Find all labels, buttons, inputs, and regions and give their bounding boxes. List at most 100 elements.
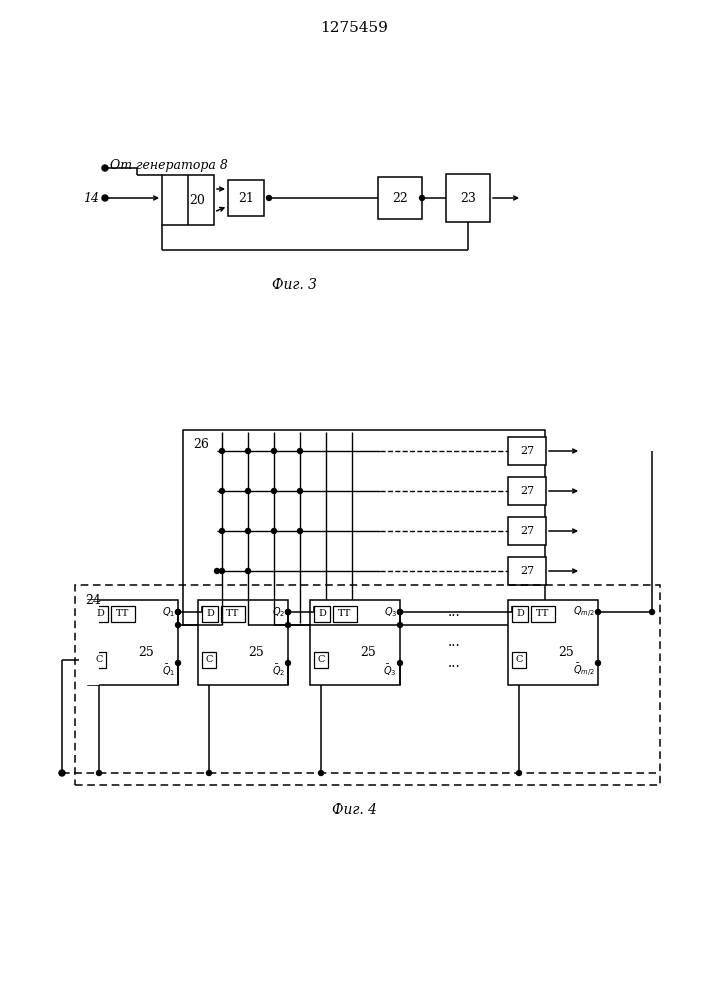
Text: $Q_1$: $Q_1$ — [162, 605, 175, 619]
Circle shape — [175, 609, 180, 614]
Text: 27: 27 — [520, 486, 534, 496]
Text: 25: 25 — [249, 646, 264, 659]
Circle shape — [245, 568, 250, 574]
Circle shape — [96, 770, 102, 776]
Circle shape — [271, 448, 276, 454]
Circle shape — [650, 609, 655, 614]
Bar — [79, 600, 99, 685]
Bar — [228, 180, 264, 216]
Text: ...: ... — [448, 656, 460, 670]
Circle shape — [397, 622, 402, 628]
Text: $\bar{Q}_3$: $\bar{Q}_3$ — [383, 662, 397, 678]
Bar — [508, 477, 546, 505]
Circle shape — [397, 609, 402, 614]
Bar — [162, 175, 214, 225]
Circle shape — [214, 568, 219, 574]
Bar — [92, 652, 106, 668]
Text: 25: 25 — [559, 646, 574, 659]
Text: Фиг. 4: Фиг. 4 — [332, 803, 378, 817]
Circle shape — [397, 609, 402, 614]
Bar — [333, 606, 357, 622]
Text: 20: 20 — [189, 194, 205, 207]
Bar — [508, 600, 598, 685]
Bar — [111, 606, 135, 622]
Circle shape — [286, 609, 291, 614]
Text: $Q_3$: $Q_3$ — [384, 605, 397, 619]
Text: 21: 21 — [238, 192, 254, 205]
Circle shape — [517, 770, 522, 776]
Bar — [314, 652, 328, 668]
Bar — [198, 600, 288, 685]
Bar — [221, 606, 245, 622]
Text: D: D — [206, 609, 214, 618]
Circle shape — [267, 196, 271, 200]
Circle shape — [318, 770, 324, 776]
Text: От генератора 8: От генератора 8 — [110, 159, 228, 172]
Text: 25: 25 — [361, 646, 376, 659]
Bar — [508, 437, 546, 465]
Circle shape — [397, 660, 402, 666]
Bar — [508, 557, 546, 585]
Text: 22: 22 — [392, 192, 408, 205]
Text: C: C — [317, 656, 325, 664]
Text: ...: ... — [448, 635, 460, 649]
Circle shape — [298, 448, 303, 454]
Circle shape — [245, 488, 250, 493]
Text: D: D — [318, 609, 326, 618]
Text: D: D — [96, 609, 104, 618]
Text: 25: 25 — [139, 646, 154, 659]
Text: 27: 27 — [520, 566, 534, 576]
Circle shape — [298, 488, 303, 493]
Text: Фиг. 3: Фиг. 3 — [272, 278, 317, 292]
Text: D: D — [516, 609, 524, 618]
Bar — [378, 177, 422, 219]
Text: ...: ... — [448, 605, 460, 619]
Circle shape — [219, 488, 225, 493]
Text: $Q_2$: $Q_2$ — [271, 605, 285, 619]
Circle shape — [595, 609, 600, 614]
Text: 23: 23 — [460, 192, 476, 205]
Circle shape — [219, 568, 225, 574]
Circle shape — [595, 660, 600, 666]
Bar — [92, 606, 108, 622]
Circle shape — [175, 609, 180, 614]
Circle shape — [286, 622, 291, 628]
Text: C: C — [205, 656, 213, 664]
Circle shape — [286, 609, 291, 614]
Text: $\bar{Q}_2$: $\bar{Q}_2$ — [271, 662, 285, 678]
Text: C: C — [95, 656, 103, 664]
Text: 24: 24 — [85, 594, 101, 607]
Bar — [202, 606, 218, 622]
Text: 27: 27 — [520, 446, 534, 456]
Circle shape — [219, 448, 225, 454]
Text: 1275459: 1275459 — [320, 21, 388, 35]
Circle shape — [206, 770, 211, 776]
Bar — [314, 606, 330, 622]
Bar — [446, 174, 490, 222]
Text: 14: 14 — [83, 192, 99, 205]
Bar — [88, 600, 178, 685]
Circle shape — [286, 660, 291, 666]
Bar — [202, 652, 216, 668]
Circle shape — [245, 448, 250, 454]
Circle shape — [271, 528, 276, 534]
Text: 27: 27 — [520, 526, 534, 536]
Bar — [531, 606, 555, 622]
Circle shape — [59, 770, 65, 776]
Circle shape — [175, 660, 180, 666]
Text: $Q_{m/2}$: $Q_{m/2}$ — [573, 604, 595, 620]
Circle shape — [419, 196, 424, 200]
Circle shape — [298, 528, 303, 534]
Circle shape — [245, 528, 250, 534]
Text: C: C — [515, 656, 522, 664]
Text: TT: TT — [537, 609, 549, 618]
Bar — [512, 652, 526, 668]
Text: TT: TT — [339, 609, 351, 618]
Text: $\bar{Q}_{m/2}$: $\bar{Q}_{m/2}$ — [573, 661, 595, 679]
Bar — [183, 430, 545, 625]
Bar — [75, 585, 660, 785]
Text: $\bar{Q}_1$: $\bar{Q}_1$ — [162, 662, 175, 678]
Circle shape — [102, 195, 108, 201]
Circle shape — [102, 165, 108, 171]
Bar — [512, 606, 528, 622]
